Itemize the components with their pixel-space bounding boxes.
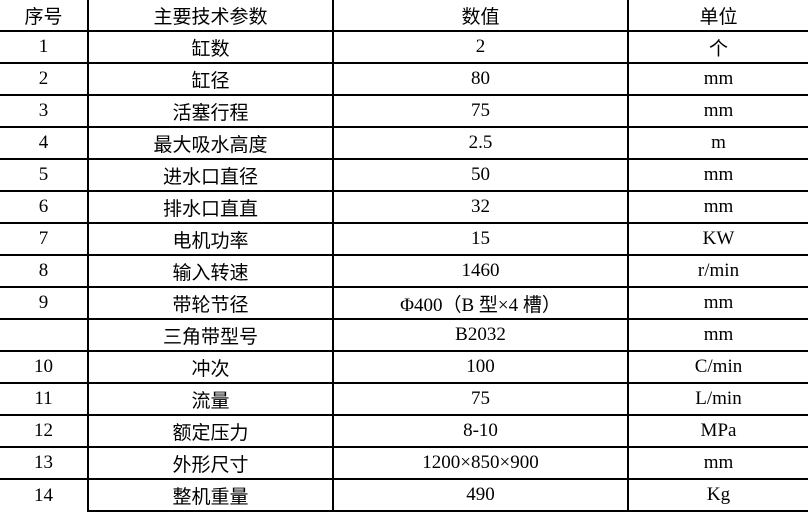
parameter-name-cell: 缸径 — [87, 62, 334, 96]
serial-cell: 7 — [0, 222, 89, 256]
table-row: 三角带型号 B2032 mm — [0, 318, 808, 352]
serial-cell: 9 — [0, 286, 89, 320]
column-header-unit: 单位 — [627, 0, 808, 32]
serial-cell: 5 — [0, 158, 89, 192]
value-cell: 490 — [332, 478, 629, 512]
unit-cell: 个 — [627, 30, 808, 64]
unit-cell: r/min — [627, 254, 808, 288]
column-header-serial: 序号 — [0, 0, 89, 32]
value-cell: 15 — [332, 222, 629, 256]
table-row: 12 额定压力 8-10 MPa — [0, 414, 808, 448]
value-cell: B2032 — [332, 318, 629, 352]
table-header: 序号 主要技术参数 数值 单位 — [0, 0, 808, 32]
unit-cell: C/min — [627, 350, 808, 384]
serial-cell: 8 — [0, 254, 89, 288]
table-body: 1 缸数 2 个 2 缸径 80 mm 3 活塞行程 75 mm 4 最大吸水高度 2.5 m 5 进水口直径 50… — [0, 30, 808, 512]
parameter-name-cell: 输入转速 — [87, 254, 334, 288]
table-row: 1 缸数 2 个 — [0, 30, 808, 64]
parameter-name-cell: 电机功率 — [87, 222, 334, 256]
serial-cell: 3 — [0, 94, 89, 128]
parameter-name-cell: 额定压力 — [87, 414, 334, 448]
table-row: 2 缸径 80 mm — [0, 62, 808, 96]
unit-cell: mm — [627, 190, 808, 224]
column-header-parameter: 主要技术参数 — [87, 0, 334, 32]
parameter-name-cell: 缸数 — [87, 30, 334, 64]
value-cell: 2.5 — [332, 126, 629, 160]
table-row: 8 输入转速 1460 r/min — [0, 254, 808, 288]
table-row: 7 电机功率 15 KW — [0, 222, 808, 256]
serial-cell — [0, 318, 89, 352]
unit-cell: m — [627, 126, 808, 160]
unit-cell: Kg — [627, 478, 808, 512]
table-row: 14 整机重量 490 Kg — [0, 478, 808, 512]
table-row: 10 冲次 100 C/min — [0, 350, 808, 384]
column-header-value: 数值 — [332, 0, 629, 32]
value-cell: 80 — [332, 62, 629, 96]
value-cell: 2 — [332, 30, 629, 64]
unit-cell: mm — [627, 286, 808, 320]
table-row: 3 活塞行程 75 mm — [0, 94, 808, 128]
parameter-name-cell: 带轮节径 — [87, 286, 334, 320]
parameter-name-cell: 流量 — [87, 382, 334, 416]
unit-cell: L/min — [627, 382, 808, 416]
table-row: 5 进水口直径 50 mm — [0, 158, 808, 192]
value-cell: 1460 — [332, 254, 629, 288]
serial-cell: 10 — [0, 350, 89, 384]
value-cell: 50 — [332, 158, 629, 192]
serial-cell: 2 — [0, 62, 89, 96]
unit-cell: mm — [627, 94, 808, 128]
table-row: 4 最大吸水高度 2.5 m — [0, 126, 808, 160]
serial-cell: 11 — [0, 382, 89, 416]
serial-cell: 6 — [0, 190, 89, 224]
parameter-name-cell: 活塞行程 — [87, 94, 334, 128]
value-cell: 1200×850×900 — [332, 446, 629, 480]
parameter-name-cell: 三角带型号 — [87, 318, 334, 352]
value-cell: 75 — [332, 94, 629, 128]
parameter-name-cell: 冲次 — [87, 350, 334, 384]
serial-cell: 4 — [0, 126, 89, 160]
unit-cell: MPa — [627, 414, 808, 448]
value-cell: 8-10 — [332, 414, 629, 448]
value-cell: 100 — [332, 350, 629, 384]
unit-cell: mm — [627, 446, 808, 480]
unit-cell: mm — [627, 62, 808, 96]
parameter-name-cell: 外形尺寸 — [87, 446, 334, 480]
parameter-name-cell: 最大吸水高度 — [87, 126, 334, 160]
parameter-name-cell: 整机重量 — [87, 478, 334, 512]
header-row: 序号 主要技术参数 数值 单位 — [0, 0, 808, 32]
parameter-name-cell: 排水口直直 — [87, 190, 334, 224]
value-cell: 75 — [332, 382, 629, 416]
table-row: 9 带轮节径 Φ400（B 型×4 槽） mm — [0, 286, 808, 320]
serial-cell: 13 — [0, 446, 89, 480]
serial-cell: 12 — [0, 414, 89, 448]
serial-cell: 1 — [0, 30, 89, 64]
value-cell: Φ400（B 型×4 槽） — [332, 286, 629, 320]
unit-cell: mm — [627, 158, 808, 192]
table-row: 11 流量 75 L/min — [0, 382, 808, 416]
unit-cell: KW — [627, 222, 808, 256]
value-cell: 32 — [332, 190, 629, 224]
table-row: 13 外形尺寸 1200×850×900 mm — [0, 446, 808, 480]
parameter-name-cell: 进水口直径 — [87, 158, 334, 192]
table-row: 6 排水口直直 32 mm — [0, 190, 808, 224]
serial-cell: 14 — [0, 478, 89, 511]
unit-cell: mm — [627, 318, 808, 352]
